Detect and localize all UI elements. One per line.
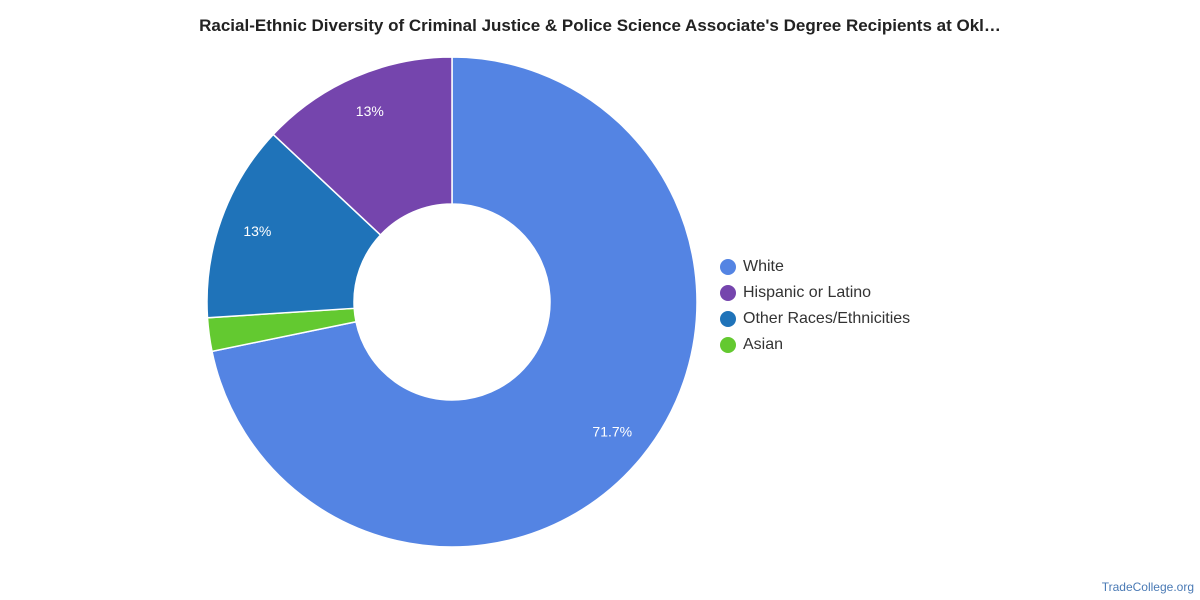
slice-other-races-ethnicities[interactable] (206, 133, 382, 319)
legend-label-hispanic-or-latino: Hispanic or Latino (743, 284, 872, 301)
chart-legend: White Hispanic or Latino Other Races/Eth… (720, 254, 910, 358)
slice-label-white: 71.7% (592, 423, 632, 439)
legend-label-other-races: Other Races/Ethnicities (743, 310, 911, 327)
legend-label-asian: Asian (743, 336, 784, 353)
legend-label-white: White (743, 258, 784, 275)
legend-item-asian[interactable]: Asian (720, 332, 910, 358)
legend-item-other-races[interactable]: Other Races/Ethnicities (720, 306, 910, 332)
legend-item-hispanic-or-latino[interactable]: Hispanic or Latino (720, 280, 910, 306)
legend-swatch-white (720, 259, 736, 275)
source-credit[interactable]: TradeCollege.org (1101, 580, 1194, 594)
slice-hispanic-or-latino[interactable] (272, 56, 453, 237)
slice-white[interactable] (211, 56, 698, 548)
slice-label-hispanic-or-latino: 13% (356, 103, 384, 119)
legend-swatch-hispanic-or-latino (720, 285, 736, 301)
legend-swatch-asian (720, 337, 736, 353)
legend-item-white[interactable]: White (720, 254, 910, 280)
slice-label-other-races-ethnicities: 13% (243, 223, 271, 239)
chart-title: Racial-Ethnic Diversity of Criminal Just… (199, 16, 1001, 35)
legend-swatch-other-races (720, 311, 736, 327)
